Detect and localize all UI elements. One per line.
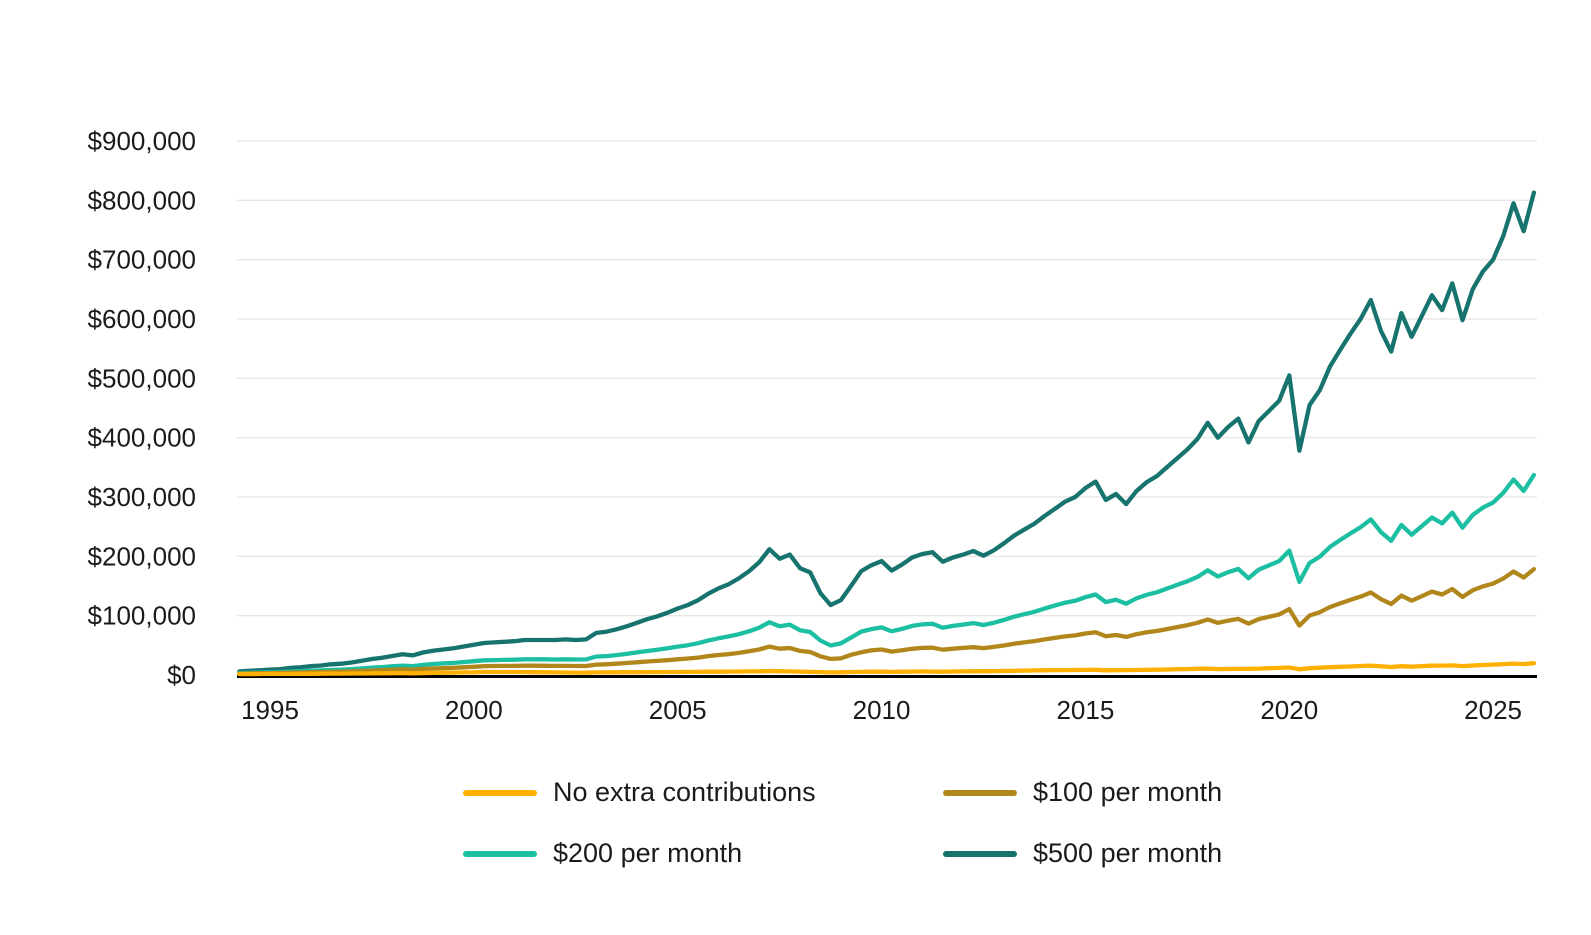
x-tick-label: 2025 [1464, 695, 1522, 725]
x-tick-label: 1995 [241, 695, 299, 725]
y-tick-label: $400,000 [88, 423, 196, 453]
legend-item-100_per_month: $100 per month [943, 777, 1222, 808]
x-tick-label: 2015 [1056, 695, 1114, 725]
legend-swatch-500_per_month [943, 850, 1017, 857]
legend-swatch-200_per_month [463, 850, 537, 857]
100_per_month-line [237, 566, 1537, 676]
legend-label: $500 per month [1033, 838, 1223, 868]
y-tick-label: $600,000 [88, 304, 196, 334]
x-tick-label: 2000 [445, 695, 503, 725]
legend-label: $100 per month [1033, 777, 1223, 807]
legend-swatch-100_per_month [943, 789, 1017, 796]
legend-swatch-no_extra [463, 789, 537, 796]
y-tick-label: $700,000 [88, 245, 196, 275]
y-tick-label: $800,000 [88, 185, 196, 215]
no_extra-line [237, 661, 1537, 677]
legend-label: No extra contributions [553, 777, 816, 807]
legend-item-500_per_month: $500 per month [943, 838, 1222, 869]
y-tick-label: $500,000 [88, 363, 196, 393]
legend-item-200_per_month: $200 per month [463, 838, 742, 869]
y-tick-label: $0 [167, 660, 196, 690]
legend-label: $200 per month [553, 838, 743, 868]
500_per_month-line [237, 190, 1537, 674]
legend-item-no_extra: No extra contributions [463, 777, 816, 808]
y-tick-label: $100,000 [88, 601, 196, 631]
x-tick-label: 2020 [1260, 695, 1318, 725]
y-tick-label: $900,000 [88, 126, 196, 156]
y-tick-label: $300,000 [88, 482, 196, 512]
x-tick-label: 2005 [649, 695, 707, 725]
200_per_month-line [237, 472, 1537, 676]
x-tick-label: 2010 [853, 695, 911, 725]
y-tick-label: $200,000 [88, 541, 196, 571]
